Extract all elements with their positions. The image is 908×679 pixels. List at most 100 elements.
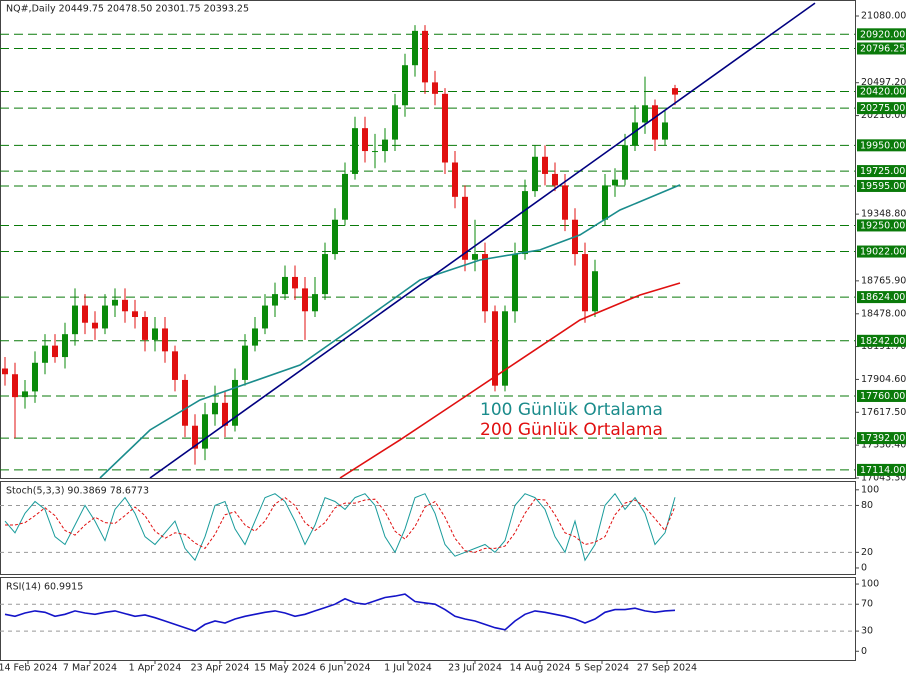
candle-body	[32, 362, 38, 392]
candle-body	[182, 379, 188, 426]
level-label: 20920.00	[860, 29, 905, 40]
level-tag	[857, 245, 906, 258]
y-tick-label: 17330.40	[861, 440, 906, 451]
level-label: 20420.00	[860, 87, 905, 98]
candle-body	[252, 328, 258, 346]
y-tick-label: 18478.00	[861, 308, 906, 319]
y-tick-label: 0	[861, 646, 867, 657]
candle-body	[652, 105, 658, 140]
y-tick-label: 19348.80	[861, 209, 906, 220]
level-tag	[857, 42, 906, 55]
indicator-line	[5, 496, 676, 553]
stoch-panel	[0, 481, 856, 575]
candle-body	[412, 30, 418, 66]
x-tick-label: 7 Mar 2024	[63, 663, 117, 674]
x-tick-label: 1 Jul 2024	[384, 663, 432, 674]
level-tag	[857, 463, 906, 476]
rsi-panel	[0, 577, 856, 661]
y-tick-label: 21080.00	[861, 11, 906, 22]
level-tag	[857, 139, 906, 152]
candle-body	[392, 105, 398, 140]
candle-body	[272, 294, 278, 306]
candle-body	[172, 351, 178, 380]
candle-body	[462, 196, 468, 260]
candle-body	[262, 305, 268, 329]
candle-body	[122, 299, 128, 312]
level-label: 20796.25	[860, 43, 905, 54]
candle-body	[132, 311, 138, 318]
y-tick-label: 20210.00	[861, 110, 906, 121]
candle-body	[422, 30, 428, 83]
level-tag	[857, 291, 906, 304]
y-tick-label: 80	[861, 500, 873, 511]
candle-body	[92, 322, 98, 329]
candle-body	[432, 82, 438, 94]
candle-body	[332, 219, 338, 255]
stoch-plot	[0, 492, 855, 562]
level-tag	[857, 85, 906, 98]
level-label: 18624.00	[860, 292, 905, 303]
y-tick-label: 100	[861, 579, 879, 590]
candle-body	[672, 88, 678, 95]
stoch-title: Stoch(5,3,3) 90.3869 78.6773	[6, 486, 149, 497]
candle-body	[242, 345, 248, 380]
candle-body	[292, 276, 298, 289]
y-tick-label: 70	[861, 599, 873, 610]
candle-body	[562, 185, 568, 220]
y-tick-label: 100	[861, 484, 879, 495]
y-tick-label: 18765.90	[861, 275, 906, 286]
level-label: 19725.00	[860, 166, 905, 177]
level-tag	[857, 334, 906, 347]
x-tick-label: 23 Apr 2024	[191, 663, 250, 674]
candle-body	[582, 254, 588, 312]
level-tag	[857, 28, 906, 41]
candle-body	[72, 305, 78, 335]
candle-body	[372, 151, 378, 153]
candle-body	[592, 271, 598, 312]
candle-body	[512, 254, 518, 312]
candle-body	[302, 288, 308, 312]
level-label: 19950.00	[860, 140, 905, 151]
candle-body	[62, 334, 68, 358]
candle-body	[282, 276, 288, 295]
candle-body	[382, 139, 388, 152]
rsi-plot	[0, 593, 855, 632]
candle-body	[352, 128, 358, 174]
x-tick-label: 15 May 2024	[254, 663, 316, 674]
ma200-label: 200 Günlük Ortalama	[480, 420, 663, 440]
candle-body	[602, 185, 608, 220]
candle-body	[142, 317, 148, 340]
candle-body	[362, 128, 368, 152]
overlay-line	[339, 282, 681, 478]
y-tick-label: 30	[861, 626, 873, 637]
candle-body	[12, 374, 18, 398]
level-tag	[857, 165, 906, 178]
y-tick-label: 17904.60	[861, 374, 906, 385]
candle-body	[452, 162, 458, 197]
axes: 14 Feb 2024 7 Mar 2024 1 Apr 2024 23 Apr 20…	[0, 11, 906, 674]
y-tick-label: 17043.30	[861, 473, 906, 484]
candle-body	[542, 156, 548, 174]
main-panel	[0, 0, 856, 479]
candle-body	[642, 105, 648, 123]
candle-body	[522, 191, 528, 255]
candle-body	[472, 254, 478, 260]
main-plot	[0, 2, 855, 478]
x-tick-label: 27 Sep 2024	[637, 663, 697, 674]
candle-body	[312, 294, 318, 312]
candle-body	[52, 345, 58, 358]
level-label: 18242.00	[860, 336, 905, 347]
x-tick-label: 6 Jun 2024	[319, 663, 370, 674]
candle-body	[112, 299, 118, 306]
candle-body	[192, 425, 198, 449]
candle-body	[202, 414, 208, 449]
candle-body	[2, 368, 8, 375]
frame	[0, 0, 856, 661]
candle-body	[232, 379, 238, 426]
ma100-label: 100 Günlük Ortalama	[480, 400, 663, 420]
level-label: 17114.00	[860, 465, 905, 476]
candle-body	[442, 93, 448, 163]
candle-body	[502, 311, 508, 386]
y-tick-label: 0	[861, 562, 867, 573]
